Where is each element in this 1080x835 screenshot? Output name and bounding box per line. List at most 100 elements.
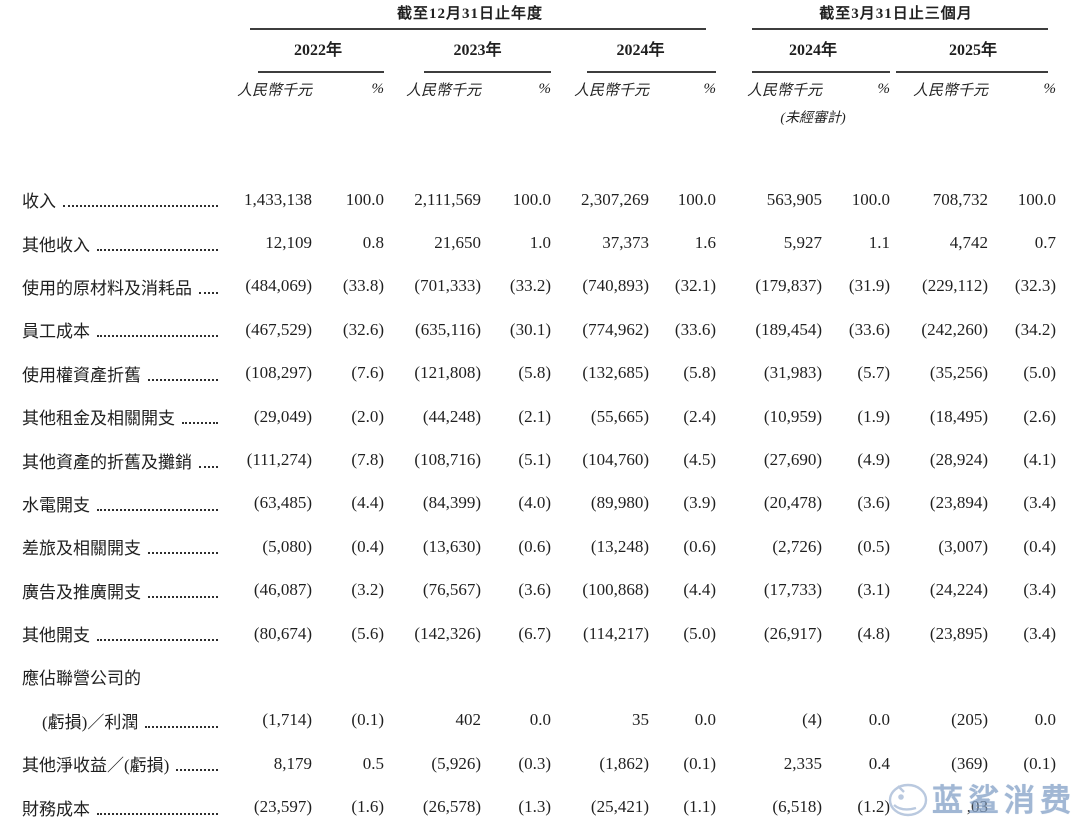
dot-leader <box>148 378 218 381</box>
percent-cell: (31.9) <box>848 276 890 296</box>
percent-cell: 0.7 <box>1034 233 1056 253</box>
quarter-period-title: 截至3月31日止三個月 <box>819 6 973 22</box>
amount-cell: (108,716) <box>414 450 481 470</box>
percent-cell: (0.3) <box>518 753 551 773</box>
row-label: 其他開支 <box>0 621 224 646</box>
dot-leader <box>148 595 218 598</box>
percent-cell: (2.6) <box>1023 406 1056 426</box>
amount-cell: (4) <box>802 710 822 730</box>
dot-leader <box>97 248 218 251</box>
dot-leader <box>148 552 218 555</box>
unit-label: 人民幣千元 <box>912 82 988 99</box>
percent-cell: (6.7) <box>518 623 551 643</box>
percent-cell: (0.1) <box>683 753 716 773</box>
percent-cell: 100.0 <box>512 189 551 209</box>
percent-cell: (2.1) <box>518 406 551 426</box>
percent-cell: 0.0 <box>868 710 890 730</box>
amount-cell: (89,980) <box>590 493 649 513</box>
dot-leader <box>63 205 218 208</box>
amount-cell: (26,917) <box>763 623 822 643</box>
row-label: 其他收入 <box>0 231 224 256</box>
percent-cell: (34.2) <box>1014 319 1056 339</box>
percent-cell: (33.6) <box>674 319 716 339</box>
percent-cell: (1.2) <box>857 797 890 817</box>
amount-cell: (369) <box>951 753 988 773</box>
percent-cell: (4.0) <box>518 493 551 513</box>
percent-cell: (7.6) <box>351 363 384 383</box>
quarter-2025-rule <box>896 67 1048 73</box>
percent-cell: (0.1) <box>1023 753 1056 773</box>
quarter-2024-rule <box>752 67 890 73</box>
header-body-spacer <box>0 130 1080 178</box>
amount-cell: (27,690) <box>763 450 822 470</box>
table-body: 收入 1,433,138 100.0 2,111,569 100.0 2,307,269 1… <box>0 178 1080 829</box>
amount-cell: (17,733) <box>763 580 822 600</box>
annual-group-rule <box>250 24 706 30</box>
percent-cell: (1.9) <box>857 406 890 426</box>
percent-cell: (4.5) <box>683 450 716 470</box>
amount-cell: (701,333) <box>414 276 481 296</box>
percent-cell: (33.6) <box>848 319 890 339</box>
percent-cell: (3.2) <box>351 580 384 600</box>
percent-cell: (4.9) <box>857 450 890 470</box>
percent-cell: (30.1) <box>509 319 551 339</box>
amount-cell: (31,983) <box>763 363 822 383</box>
percent-cell: 0.5 <box>362 753 384 773</box>
percent-cell: (5.6) <box>351 623 384 643</box>
amount-cell: 708,732 <box>932 189 988 209</box>
percent-label: % <box>1043 80 1057 97</box>
amount-cell: 1,433,138 <box>244 189 312 209</box>
row-label: 員工成本 <box>0 317 224 342</box>
percent-cell: 100.0 <box>1017 189 1056 209</box>
amount-cell: (205) <box>951 710 988 730</box>
amount-cell: 2,307,269 <box>581 189 649 209</box>
row-label: (虧損)／利潤 <box>0 708 224 733</box>
percent-cell: (33.2) <box>509 276 551 296</box>
amount-cell: 2,335 <box>783 753 822 773</box>
percent-cell: (0.6) <box>518 536 551 556</box>
amount-cell: (467,529) <box>245 319 312 339</box>
row-label: 應佔聯營公司的 <box>22 669 141 689</box>
amount-cell: (23,597) <box>253 797 312 817</box>
amount-cell: (100,868) <box>582 580 649 600</box>
year-2023-rule <box>424 67 551 73</box>
amount-cell: (179,837) <box>755 276 822 296</box>
percent-cell: (7.8) <box>351 450 384 470</box>
amount-cell: (242,260) <box>921 319 988 339</box>
amount-cell: (229,112) <box>922 276 988 296</box>
amount-cell: (111,274) <box>246 450 312 470</box>
amount-cell: (13,630) <box>422 536 481 556</box>
amount-cell: (24,224) <box>929 580 988 600</box>
percent-cell: (5.8) <box>683 363 716 383</box>
dot-leader <box>145 725 218 728</box>
percent-cell: (5.0) <box>683 623 716 643</box>
table-row: 其他收入 12,109 0.8 21,650 1.0 37,373 1.6 5,927 1.1 4… <box>0 221 1056 264</box>
percent-cell: (2.4) <box>683 406 716 426</box>
group-rules <box>0 23 1056 31</box>
dot-leader <box>182 422 218 425</box>
dot-leader <box>97 812 218 815</box>
percent-cell: (3.4) <box>1023 493 1056 513</box>
amount-cell: (114,217) <box>583 623 649 643</box>
table-row: 員工成本 (467,529) (32.6) (635,116) (30.1) (774,9… <box>0 308 1056 351</box>
amount-cell: (740,893) <box>582 276 649 296</box>
amount-cell: (108,297) <box>245 363 312 383</box>
row-label: 其他資產的折舊及攤銷 <box>0 448 224 473</box>
percent-label: % <box>371 80 385 97</box>
percent-cell: 100.0 <box>851 189 890 209</box>
table-row: 差旅及相關開支 (5,080) (0.4) (13,630) (0.6) (13,248)… <box>0 525 1056 568</box>
amount-cell: (29,049) <box>253 406 312 426</box>
amount-cell: (142,326) <box>414 623 481 643</box>
percent-cell: 1.1 <box>868 233 890 253</box>
percent-cell: (1.1) <box>683 797 716 817</box>
unit-label: 人民幣千元 <box>573 82 649 99</box>
amount-cell: (484,069) <box>245 276 312 296</box>
amount-cell: (55,665) <box>590 406 649 426</box>
amount-cell: (26,578) <box>422 797 481 817</box>
table-row: 其他資產的折舊及攤銷 (111,274) (7.8) (108,716) (5.1) (1… <box>0 438 1056 481</box>
table-row: 水電開支 (63,485) (4.4) (84,399) (4.0) (89,980) (3… <box>0 482 1056 525</box>
percent-cell: (5.7) <box>857 363 890 383</box>
amount-cell: 37,373 <box>602 233 649 253</box>
percent-cell: (0.4) <box>1023 536 1056 556</box>
